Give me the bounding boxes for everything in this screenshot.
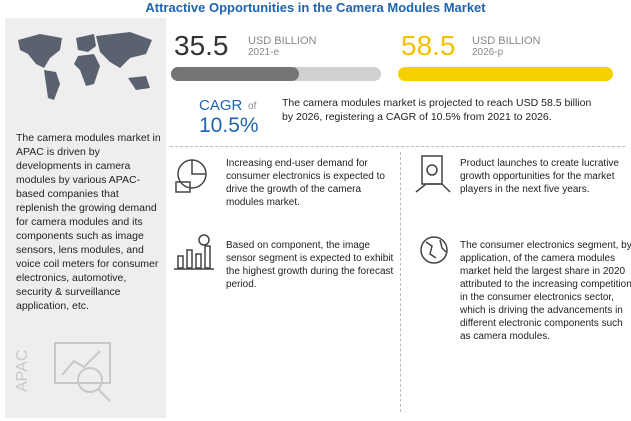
stat-year: 2021-e xyxy=(248,47,280,58)
bar-fill xyxy=(398,67,613,81)
divider xyxy=(170,146,625,147)
world-map xyxy=(18,32,152,100)
bar-fill xyxy=(171,67,299,81)
stat-value: 58.5 xyxy=(401,30,456,61)
highlight-text: Based on component, the image sensor seg… xyxy=(226,240,394,290)
stat-unit: USD BILLION xyxy=(472,35,541,47)
sidebar-text: The camera modules market in APAC is dri… xyxy=(16,132,161,312)
stat-unit: USD BILLION xyxy=(248,35,317,47)
highlight-text: Increasing end-user demand for consumer … xyxy=(226,158,385,208)
divider xyxy=(400,152,401,412)
icon xyxy=(415,155,451,193)
stat-year: 2026-p xyxy=(472,47,504,58)
cagr-label: CAGR xyxy=(199,97,243,114)
cagr-text: The camera modules market is projected t… xyxy=(282,97,592,123)
cagr-of: of xyxy=(248,101,257,112)
analytics-icon xyxy=(54,342,111,402)
icon xyxy=(175,159,207,193)
title: Attractive Opportunities in the Camera M… xyxy=(145,0,486,15)
cagr-value: 10.5% xyxy=(199,114,259,137)
icon xyxy=(174,234,214,270)
stat-value: 35.5 xyxy=(174,30,229,61)
region-label: APAC xyxy=(14,349,31,392)
icon xyxy=(420,236,448,264)
highlight-text: Product launches to create lucrative gro… xyxy=(460,158,619,195)
highlight-text: The consumer electronics segment, by app… xyxy=(460,240,631,342)
